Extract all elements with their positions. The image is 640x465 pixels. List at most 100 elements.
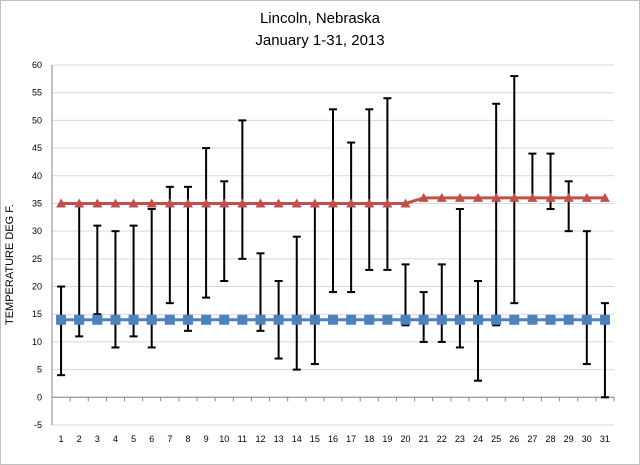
series-point-1	[436, 314, 447, 325]
x-tick-label: 6	[149, 434, 154, 444]
series-point-0	[164, 198, 175, 208]
x-tick-label: 27	[527, 434, 537, 444]
series-point-1	[291, 314, 302, 325]
x-tick-label: 9	[204, 434, 209, 444]
series-point-1	[599, 314, 610, 325]
series-point-1	[382, 314, 393, 325]
series-point-1	[309, 314, 320, 325]
x-tick-label: 2	[77, 434, 82, 444]
series-point-1	[563, 314, 574, 325]
series-point-0	[92, 198, 103, 208]
x-tick-label: 4	[113, 434, 118, 444]
series-point-1	[182, 314, 193, 325]
series-point-0	[237, 198, 248, 208]
series-point-1	[146, 314, 157, 325]
series-point-0	[364, 198, 375, 208]
series-point-0	[219, 198, 230, 208]
x-tick-label: 25	[491, 434, 501, 444]
series-point-1	[509, 314, 520, 325]
x-tick-label: 20	[401, 434, 411, 444]
x-tick-label: 24	[473, 434, 483, 444]
x-tick-label: 19	[382, 434, 392, 444]
series-point-0	[581, 192, 592, 202]
series-point-1	[201, 314, 212, 325]
series-point-1	[219, 314, 230, 325]
series-point-0	[400, 198, 411, 208]
series-point-0	[128, 198, 139, 208]
series-point-1	[273, 314, 284, 325]
y-tick-label: 50	[32, 115, 42, 125]
y-tick-label: 40	[32, 171, 42, 181]
chart-title-line-1: Lincoln, Nebraska	[259, 10, 381, 27]
x-tick-label: 8	[185, 434, 190, 444]
series-point-0	[454, 192, 465, 202]
x-tick-label: 11	[238, 434, 247, 444]
series-point-1	[454, 314, 465, 325]
y-tick-label: 20	[32, 282, 42, 292]
series-point-0	[328, 198, 338, 208]
series-point-1	[255, 314, 266, 325]
series-point-1	[128, 314, 139, 325]
series-point-0	[545, 192, 556, 202]
x-tick-label: 22	[437, 434, 447, 444]
y-tick-label: 25	[32, 254, 42, 264]
y-tick-label: 60	[32, 60, 42, 70]
series-point-0	[146, 198, 157, 208]
x-tick-label: 15	[310, 434, 320, 444]
x-tick-label: 1	[59, 434, 64, 444]
x-tick-label: 5	[131, 434, 136, 444]
x-tick-label: 12	[255, 434, 265, 444]
series-point-0	[110, 198, 121, 208]
x-tick-label: 3	[95, 434, 100, 444]
series-point-1	[400, 314, 411, 325]
y-tick-label: 5	[37, 365, 42, 375]
series-point-1	[237, 314, 248, 325]
series-point-1	[328, 314, 338, 325]
y-tick-label: 55	[32, 88, 42, 98]
series-point-0	[382, 198, 393, 208]
y-tick-label: 30	[32, 226, 42, 236]
series-point-1	[74, 314, 85, 325]
y-tick-label: 45	[32, 143, 42, 153]
series-point-0	[509, 192, 520, 202]
chart-title-line-2: January 1-31, 2013	[255, 32, 385, 49]
series-point-1	[581, 314, 592, 325]
series-point-0	[346, 198, 357, 208]
series-point-1	[527, 314, 538, 325]
series-point-0	[201, 198, 212, 208]
series-point-1	[545, 314, 556, 325]
series-point-1	[418, 314, 429, 325]
series-point-1	[92, 314, 103, 325]
series-point-0	[527, 192, 538, 202]
x-tick-label: 16	[328, 434, 338, 444]
x-tick-label: 28	[546, 434, 556, 444]
y-tick-label: -5	[34, 420, 42, 430]
series-point-1	[164, 314, 175, 325]
x-tick-label: 17	[346, 434, 356, 444]
x-tick-label: 26	[509, 434, 519, 444]
series-point-0	[56, 198, 67, 208]
x-tick-label: 18	[364, 434, 374, 444]
series-point-0	[599, 192, 610, 202]
series-point-0	[473, 192, 484, 202]
series-point-0	[182, 198, 193, 208]
series-point-0	[436, 192, 447, 202]
series-point-1	[110, 314, 121, 325]
y-tick-label: 0	[37, 392, 42, 402]
series-point-0	[491, 192, 502, 202]
y-tick-label: 35	[32, 198, 42, 208]
series-point-0	[74, 198, 85, 208]
series-point-1	[56, 314, 67, 325]
y-tick-label: 15	[32, 309, 42, 319]
x-tick-label: 7	[167, 434, 172, 444]
x-tick-label: 31	[600, 434, 610, 444]
x-tick-label: 30	[582, 434, 592, 444]
series-point-1	[491, 314, 502, 325]
series-point-1	[364, 314, 375, 325]
series-point-0	[418, 192, 429, 202]
x-tick-label: 29	[564, 434, 574, 444]
x-tick-label: 14	[292, 434, 302, 444]
x-tick-label: 13	[274, 434, 284, 444]
